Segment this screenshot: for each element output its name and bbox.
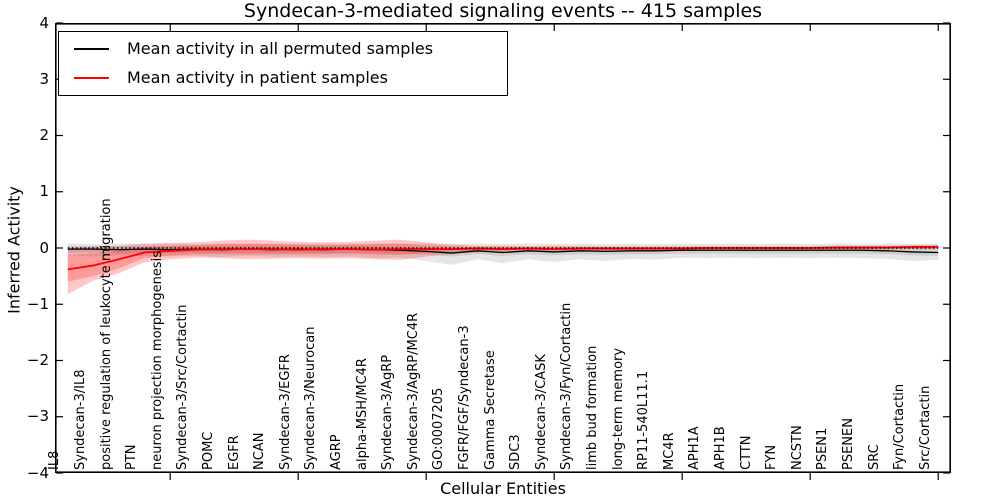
x-category-label: SDC3 <box>508 434 524 470</box>
x-category-label: MC4R <box>661 432 677 470</box>
x-category-label: SRC <box>866 444 882 470</box>
x-category-label: Syndecan-3/EGFR <box>277 354 293 470</box>
y-tick-label: 2 <box>39 126 49 144</box>
legend-item-permuted: Mean activity in all permuted samples <box>59 35 507 64</box>
axes-frame <box>54 22 952 473</box>
y-tick-label: 3 <box>39 69 49 88</box>
x-category-label: CTTN <box>738 435 754 470</box>
y-tick-label: −3 <box>26 407 49 426</box>
y-tick-label: −1 <box>26 294 49 313</box>
x-category-label: GO:0007205 <box>431 387 447 470</box>
x-category-label: alpha-MSH/MC4R <box>354 358 370 470</box>
x-category-label: PTN <box>124 444 140 470</box>
y-tick-label: −4 <box>26 463 49 482</box>
x-category-label: Syndecan-3/IL8 <box>72 369 88 470</box>
x-category-label: Syndecan-3/Src/Cortactin <box>175 304 191 470</box>
x-category-label: PSENEN <box>840 418 856 470</box>
x-category-label: RP11-540L11.1 <box>636 370 652 470</box>
x-category-label: Syndecan-3/Fyn/Cortactin <box>559 302 575 470</box>
patient-line-swatch-icon <box>74 77 109 79</box>
y-tick-label: 1 <box>39 182 49 201</box>
y-tick-label: 4 <box>39 13 49 32</box>
x-category-label: Syndecan-3/Neurocan <box>303 326 319 470</box>
y-tick-label: −2 <box>26 351 49 369</box>
x-category-label: APH1B <box>712 426 728 470</box>
x-category-label: Src/Cortactin <box>917 385 933 470</box>
x-category-label: NCAN <box>252 432 268 470</box>
x-category-label: EGFR <box>226 435 242 470</box>
x-category-label: AGRP <box>328 434 344 470</box>
x-category-label: POMC <box>200 431 216 470</box>
x-category-label: FGFR/FGF/Syndecan-3 <box>456 325 472 470</box>
x-category-label: NCSTN <box>789 425 805 470</box>
legend-label: Mean activity in all permuted samples <box>127 39 434 58</box>
patient-mean-line <box>67 245 939 271</box>
x-category-label: neuron projection morphogenesis <box>149 251 165 470</box>
patient-inner-band <box>67 243 939 282</box>
legend: Mean activity in all permuted samples Me… <box>58 31 508 96</box>
x-category-label: FYN <box>764 444 780 470</box>
x-category-label: Syndecan-3/CASK <box>533 354 549 470</box>
x-category-label: Fyn/Cortactin <box>892 383 908 470</box>
chart-title: Syndecan-3-mediated signaling events -- … <box>243 0 763 22</box>
x-axis-label: Cellular Entities <box>440 479 566 498</box>
y-tick-label: 0 <box>39 238 49 257</box>
x-category-label: IL8 <box>47 450 63 470</box>
x-category-label: PSEN1 <box>815 427 831 470</box>
x-category-label: limb bud formation <box>584 345 600 470</box>
legend-label: Mean activity in patient samples <box>127 68 388 87</box>
patient-outer-band <box>67 239 939 295</box>
x-category-label: Syndecan-3/AgRP <box>380 354 396 470</box>
x-category-label: Syndecan-3/AgRP/MC4R <box>405 312 421 470</box>
permuted-line-swatch-icon <box>74 48 109 50</box>
legend-item-patient: Mean activity in patient samples <box>59 64 507 93</box>
x-category-label: APH1A <box>687 426 703 470</box>
x-category-label: long-term memory <box>610 347 626 470</box>
x-category-label: positive regulation of leukocyte migrati… <box>98 198 114 470</box>
x-category-label: Gamma Secretase <box>482 350 498 470</box>
